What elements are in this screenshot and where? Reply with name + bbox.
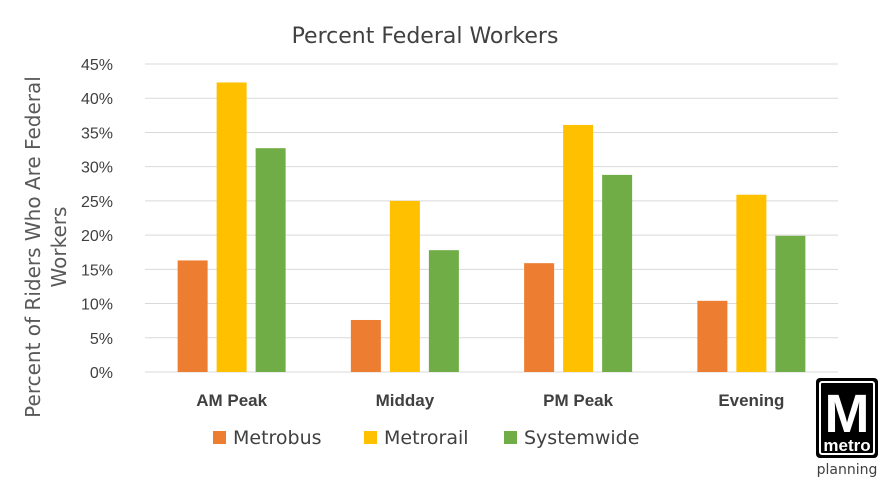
metro-logo-inner-border (819, 381, 875, 455)
gridlines (145, 63, 838, 373)
y-tick-label: 25% (81, 194, 113, 211)
metro-logo-box (816, 378, 878, 458)
bar-metrobus-pm-peak (524, 263, 555, 372)
chart-title: Percent Federal Workers (292, 24, 559, 49)
bar-metrorail-evening (736, 194, 767, 372)
legend: Metrobus Metrorail Systemwide (213, 427, 639, 449)
bar-metrobus-midday (350, 319, 381, 372)
y-tick-label: 35% (81, 125, 113, 142)
y-axis-label-line-2: Workers (47, 207, 71, 288)
bar-metrobus-evening (697, 300, 728, 372)
bar-systemwide-pm-peak (602, 174, 633, 372)
metro-planning-logo: M metro planning (816, 378, 878, 478)
y-tick-label: 15% (81, 262, 113, 279)
bar-systemwide-am-peak (255, 148, 286, 372)
y-tick-labels: 0% 5% 10% 15% 20% 25% 30% 35% 40% 45% (81, 57, 113, 382)
legend-swatch-metrorail (364, 431, 377, 444)
y-axis-label-line-1: Percent of Riders Who Are Federal (21, 76, 45, 418)
metro-logo-caption: planning (817, 462, 878, 478)
legend-label-metrobus: Metrobus (233, 427, 322, 449)
x-tick-label: PM Peak (543, 391, 613, 410)
bar-metrorail-am-peak (216, 82, 247, 372)
bar-systemwide-evening (775, 235, 806, 372)
legend-label-metrorail: Metrorail (384, 427, 469, 449)
legend-swatch-metrobus (213, 431, 226, 444)
bar-metrorail-midday (389, 200, 420, 372)
legend-swatch-systemwide (504, 431, 517, 444)
y-tick-label: 5% (90, 331, 113, 348)
bar-metrorail-pm-peak (563, 124, 594, 372)
y-tick-label: 0% (90, 365, 113, 382)
y-tick-label: 20% (81, 228, 113, 245)
x-tick-label: Midday (376, 391, 435, 410)
y-axis-label: Percent of Riders Who Are Federal Worker… (21, 76, 71, 418)
bar-systemwide-midday (428, 250, 459, 372)
bars (177, 82, 806, 372)
legend-label-systemwide: Systemwide (524, 427, 639, 449)
y-tick-label: 10% (81, 297, 113, 314)
y-tick-label: 30% (81, 160, 113, 177)
y-tick-label: 40% (81, 91, 113, 108)
x-tick-labels: AM Peak Midday PM Peak Evening (196, 391, 784, 410)
metro-logo-m: M (825, 384, 870, 444)
metro-logo-wordmark: metro (823, 436, 870, 455)
x-tick-label: Evening (718, 391, 784, 410)
bar-metrobus-am-peak (177, 260, 208, 372)
y-tick-label: 45% (81, 57, 113, 74)
x-tick-label: AM Peak (196, 391, 267, 410)
